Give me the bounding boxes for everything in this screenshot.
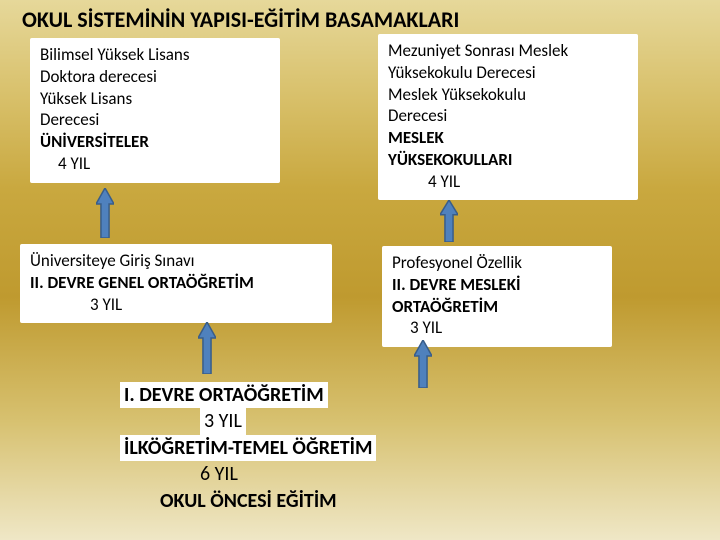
bottom-row: OKUL ÖNCESİ EĞİTİM [120,488,376,514]
box-general-secondary: Üniversiteye Giriş SınavıII. DEVRE GENEL… [20,244,332,323]
bottom-row: İLKÖĞRETİM-TEMEL ÖĞRETİM [120,435,376,461]
box-vocational-secondary: Profesyonel ÖzellikII. DEVRE MESLEKİORTA… [382,246,612,347]
arrow-top-right [440,200,458,242]
text-line: 4 YIL [428,171,628,193]
text-line: Doktora derecesi [40,66,270,88]
text-line: MESLEK [388,127,628,149]
bottom-row: 3 YIL [120,408,376,434]
bottom-row: I. DEVRE ORTAÖĞRETİM [120,382,376,408]
box-universities: Bilimsel Yüksek LisansDoktora derecesiYü… [30,38,280,183]
arrow-top-left [96,188,114,238]
box-vocational-colleges: Mezuniyet Sonrası MeslekYüksekokulu Dere… [378,34,638,200]
bottom-text: 6 YIL [200,462,238,486]
arrow-bottom-right [414,340,432,388]
text-line: Derecesi [388,105,628,127]
bottom-row: 6 YIL [120,461,376,487]
text-line: Yüksek Lisans [40,88,270,110]
text-line: Üniversiteye Giriş Sınavı [30,250,322,272]
text-line: II. DEVRE GENEL ORTAÖĞRETİM [30,272,322,294]
page-title: OKUL SİSTEMİNİN YAPISI-EĞİTİM BASAMAKLAR… [22,6,459,33]
text-line: Profesyonel Özellik [392,252,602,274]
text-line: Yüksekokulu Derecesi [388,62,628,84]
text-line: 4 YIL [58,153,270,175]
text-line: II. DEVRE MESLEKİ [392,274,602,296]
text-line: YÜKSEKOKULLARI [388,149,628,171]
lower-education-block: I. DEVRE ORTAÖĞRETİM3 YILİLKÖĞRETİM-TEME… [120,382,376,514]
bottom-text: İLKÖĞRETİM-TEMEL ÖĞRETİM [120,435,376,461]
text-line: 3 YIL [410,317,602,339]
text-line: ORTAÖĞRETİM [392,296,602,318]
text-line: ÜNİVERSİTELER [40,131,270,153]
text-line: 3 YIL [90,294,322,316]
arrow-bottom-left [198,322,216,374]
text-line: Meslek Yüksekokulu [388,84,628,106]
bottom-text: 3 YIL [200,408,246,434]
text-line: Bilimsel Yüksek Lisans [40,44,270,66]
bottom-text: I. DEVRE ORTAÖĞRETİM [120,382,328,408]
text-line: Mezuniyet Sonrası Meslek [388,40,628,62]
text-line: Derecesi [40,109,270,131]
bottom-text: OKUL ÖNCESİ EĞİTİM [160,489,337,513]
